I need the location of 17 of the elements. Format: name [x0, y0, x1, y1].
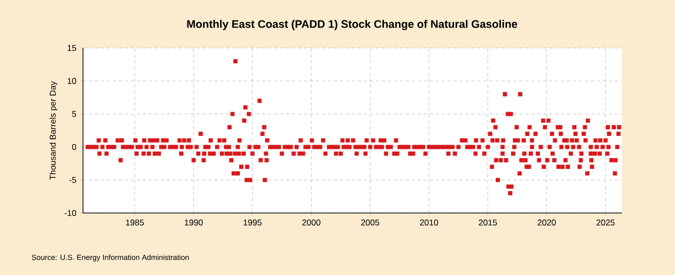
x-tick-label: 2010: [420, 220, 438, 226]
chart-title: Monthly East Coast (PADD 1) Stock Change of Natural Gasoline: [187, 20, 518, 30]
x-tick-label: 2005: [361, 220, 380, 226]
y-tick-label: 10: [68, 78, 76, 84]
y-tick-label: 15: [68, 45, 76, 51]
x-tick-label: 2000: [302, 220, 320, 226]
y-tick-label: 5: [72, 111, 76, 117]
y-tick-label: 0: [72, 144, 76, 150]
x-tick-label: 1985: [126, 220, 144, 226]
y-tick-label: -5: [69, 177, 76, 183]
x-tick-label: 2020: [538, 220, 556, 226]
y-axis-title: Thousand Barrels per Day: [50, 81, 58, 180]
x-tick-label: 2015: [478, 220, 497, 226]
x-tick-label: 2025: [596, 220, 615, 226]
y-tick-label: -10: [64, 210, 76, 216]
x-tick-label: 1995: [244, 220, 262, 226]
x-tick-label: 1990: [184, 220, 203, 226]
